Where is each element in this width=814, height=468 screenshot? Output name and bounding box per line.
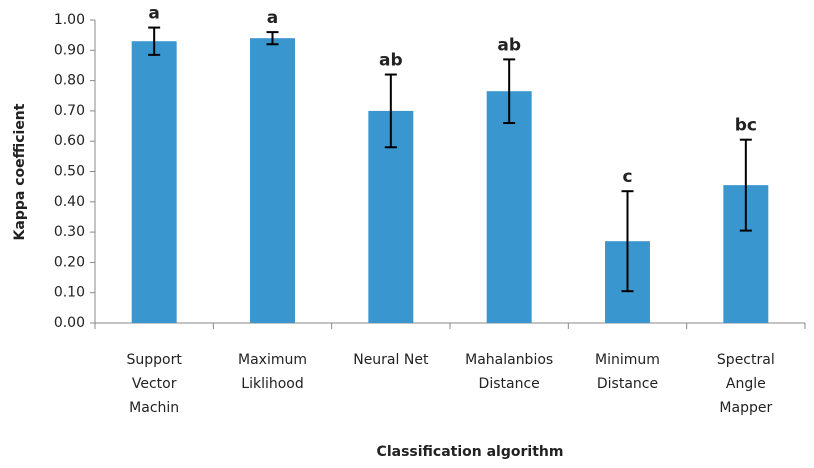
x-tick-label: Machin — [129, 400, 179, 416]
x-tick-label: Support — [126, 352, 182, 368]
annotation: bc — [735, 116, 757, 136]
bar — [250, 38, 295, 324]
x-tick-label: Maximum — [238, 352, 307, 368]
x-tick-label: Spectral — [717, 352, 775, 368]
annotation: c — [622, 167, 632, 187]
x-tick-label: Liklihood — [241, 376, 303, 392]
y-tick-label: 0.10 — [54, 285, 85, 301]
x-tick-label: Minimum — [595, 352, 660, 368]
x-tick-label: Angle — [726, 376, 766, 392]
x-tick-label: Mahalanbios — [465, 352, 553, 368]
x-tick-label: Neural Net — [353, 352, 429, 368]
annotation: a — [148, 4, 159, 24]
annotation: ab — [497, 35, 521, 55]
y-tick-label: 1.00 — [54, 12, 85, 28]
y-tick-label: 0.60 — [54, 133, 85, 149]
x-tick-label: Vector — [132, 376, 177, 392]
bar — [486, 91, 532, 323]
annotation: a — [267, 8, 278, 28]
x-tick-label: Mapper — [719, 400, 772, 416]
annotation: ab — [379, 51, 403, 71]
bar — [131, 41, 177, 324]
y-tick-label: 0.50 — [54, 164, 85, 180]
y-tick-label: 0.40 — [54, 194, 85, 210]
y-axis-title: Kappa coefficient — [12, 103, 28, 240]
y-tick-label: 0.80 — [54, 73, 85, 89]
x-tick-label: Distance — [597, 376, 658, 392]
y-tick-label: 0.20 — [54, 254, 85, 270]
y-tick-label: 0.90 — [54, 42, 85, 58]
x-tick-label: Distance — [479, 376, 540, 392]
y-tick-label: 0.30 — [54, 224, 85, 240]
x-axis-title: Classification algorithm — [377, 444, 564, 460]
y-tick-label: 0.70 — [54, 103, 85, 119]
y-tick-label: 0.00 — [54, 315, 85, 331]
